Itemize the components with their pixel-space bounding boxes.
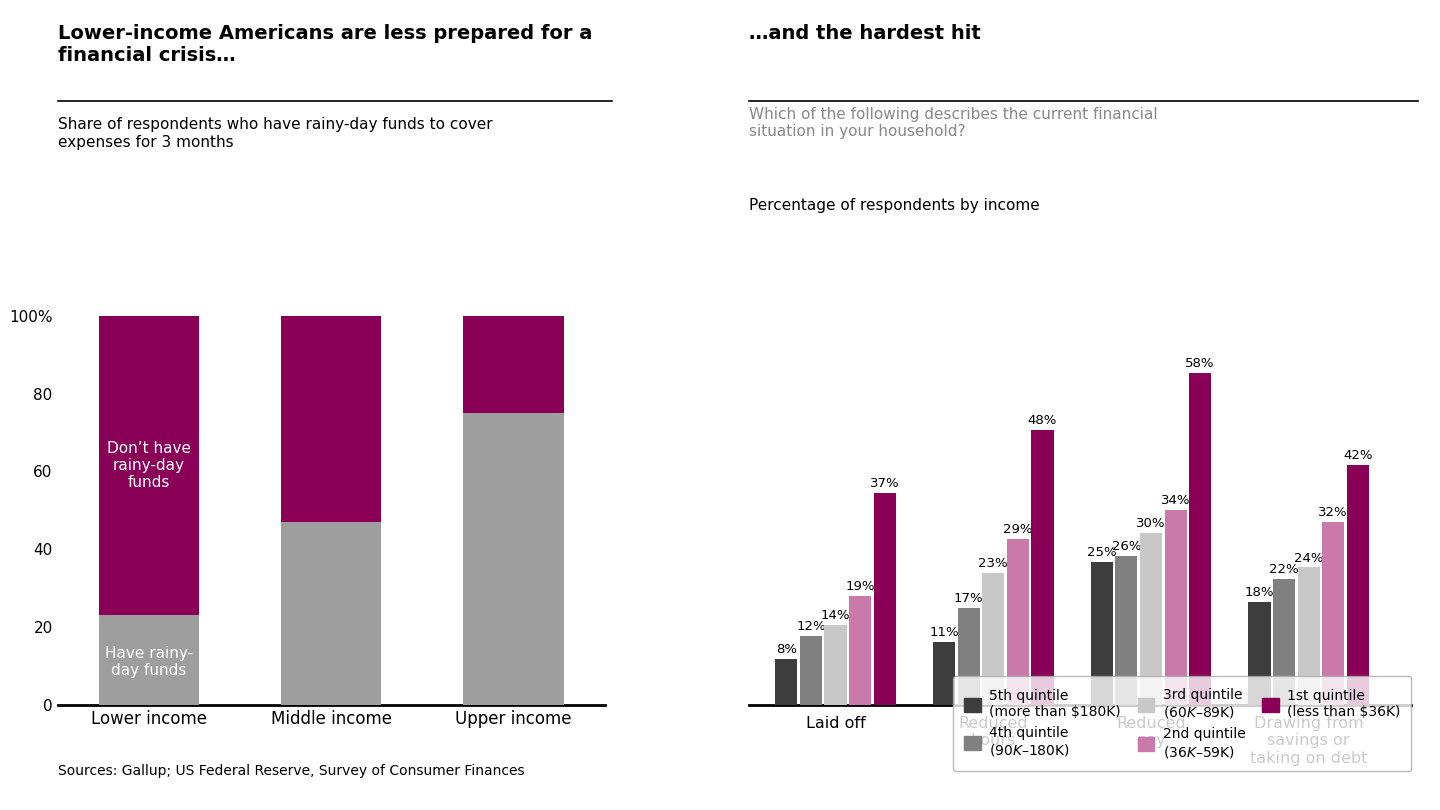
Text: 25%: 25% [1087,546,1116,559]
Text: 22%: 22% [1269,563,1299,576]
Text: 12%: 12% [796,620,825,633]
Text: 14%: 14% [821,609,850,622]
Bar [799,636,822,705]
Bar [1297,568,1319,705]
Bar [464,413,564,705]
Text: …and the hardest hit: …and the hardest hit [749,24,981,43]
Bar [1189,373,1211,705]
Bar [1140,533,1162,705]
Bar [1248,602,1270,705]
Bar [98,316,199,616]
Text: 17%: 17% [953,591,984,604]
Bar [1007,539,1030,705]
Text: 19%: 19% [845,580,876,593]
Bar [464,316,564,413]
Bar [1090,562,1113,705]
Bar [1346,465,1369,705]
Text: 58%: 58% [1185,357,1215,370]
Text: Have rainy-
day funds: Have rainy- day funds [105,646,193,678]
Text: 29%: 29% [1004,523,1032,536]
Text: 30%: 30% [1136,518,1166,531]
Text: 26%: 26% [1112,540,1140,553]
Bar [1116,556,1138,705]
Bar [982,573,1004,705]
Bar [281,316,382,522]
Text: Sources: Gallup; US Federal Reserve, Survey of Consumer Finances: Sources: Gallup; US Federal Reserve, Sur… [58,764,524,778]
Text: 18%: 18% [1244,586,1274,599]
Bar [933,642,955,705]
Bar [874,493,896,705]
Text: 37%: 37% [870,477,900,490]
Bar [1165,510,1187,705]
Text: 32%: 32% [1319,506,1348,519]
Text: 34%: 34% [1161,494,1191,507]
Text: Lower-income Americans are less prepared for a
financial crisis…: Lower-income Americans are less prepared… [58,24,592,66]
Bar [1273,579,1295,705]
Text: 11%: 11% [929,626,959,639]
Text: Share of respondents who have rainy-day funds to cover
expenses for 3 months: Share of respondents who have rainy-day … [58,117,492,150]
Bar [825,625,847,705]
Text: 42%: 42% [1344,449,1372,462]
Text: 23%: 23% [978,557,1008,570]
Text: 8%: 8% [776,643,796,656]
Text: 48%: 48% [1028,415,1057,428]
Text: Which of the following describes the current financial
situation in your househo: Which of the following describes the cur… [749,107,1158,139]
Bar [1322,522,1345,705]
Text: Don’t have
rainy-day
funds: Don’t have rainy-day funds [107,441,190,491]
Bar [958,608,979,705]
Bar [281,522,382,705]
Legend: 5th quintile
(more than $180K), 4th quintile
($90K–$180K), 3rd quintile
($60K–$8: 5th quintile (more than $180K), 4th quin… [953,676,1411,770]
Bar [98,616,199,705]
Bar [850,596,871,705]
Bar [775,659,798,705]
Text: 24%: 24% [1295,552,1323,565]
Text: Percentage of respondents by income: Percentage of respondents by income [749,198,1040,214]
Bar [1031,430,1054,705]
